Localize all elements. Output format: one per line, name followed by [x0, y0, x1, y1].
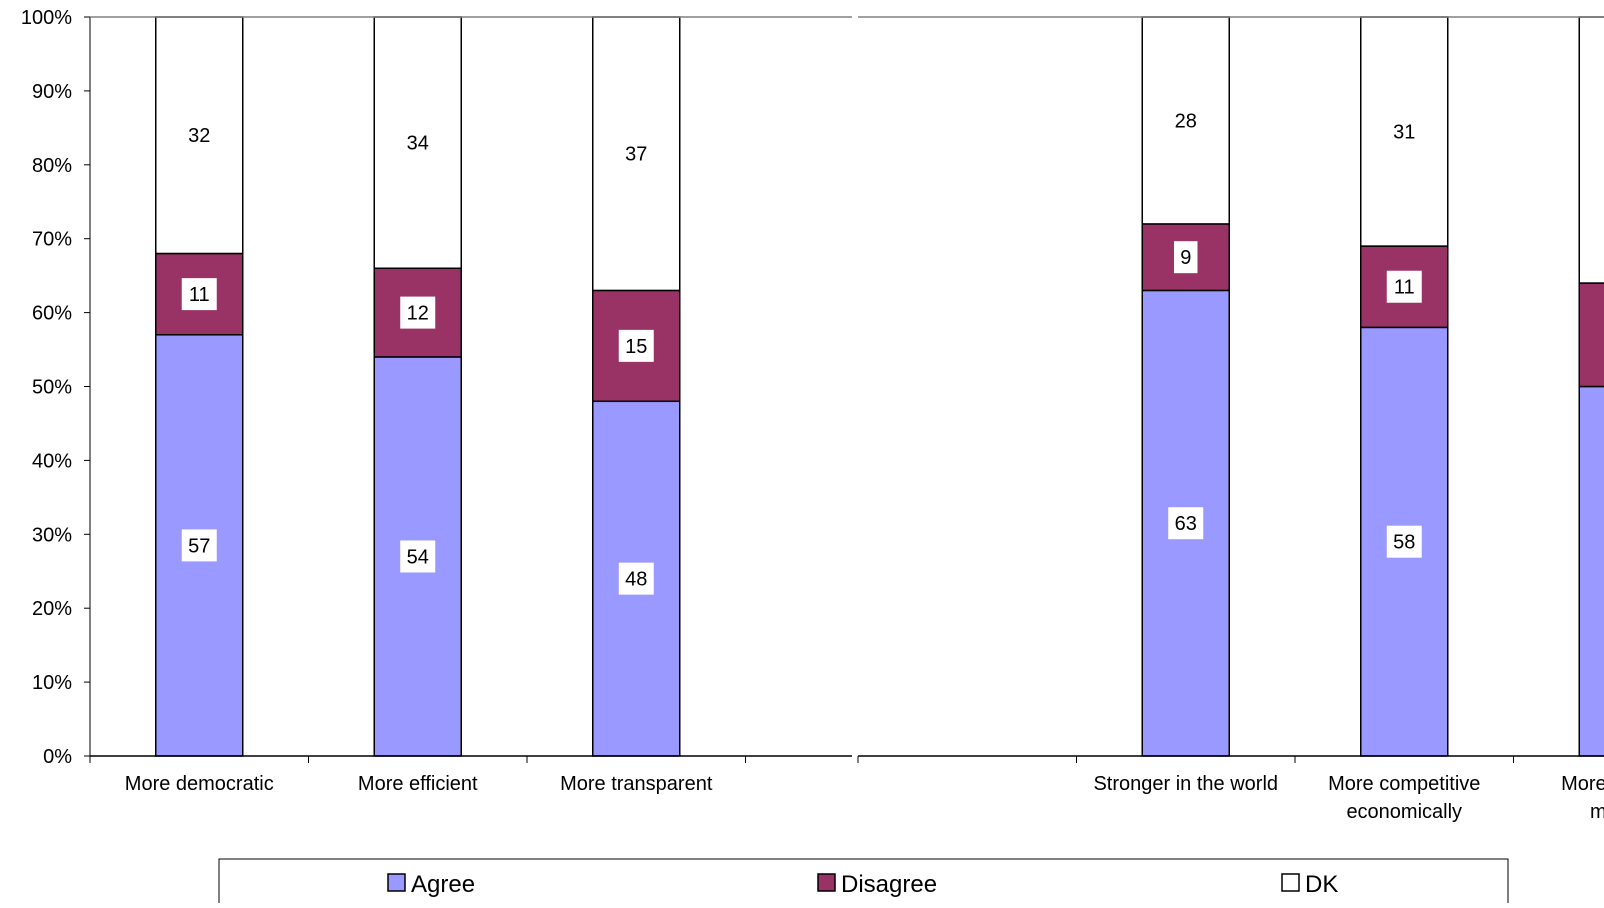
- y-tick-label: 0%: [43, 746, 72, 768]
- data-label: 11: [1394, 277, 1415, 299]
- data-label-box: [1386, 115, 1422, 148]
- data-label: 31: [1393, 122, 1415, 144]
- y-tick-label: 60%: [32, 303, 72, 325]
- legend-label-dk: DK: [1305, 871, 1338, 898]
- y-tick-label: 100%: [21, 7, 72, 29]
- bar-segment-disagree: [1578, 282, 1604, 388]
- data-label: 37: [625, 144, 647, 166]
- legend-swatch-dk: [1281, 873, 1300, 892]
- data-label: 9: [1180, 247, 1191, 269]
- y-tick-label: 90%: [32, 81, 72, 103]
- data-label: 11: [189, 284, 210, 306]
- y-tick-label: 80%: [32, 155, 72, 177]
- data-labels: 57113254123448153763928581131501436: [181, 104, 1422, 595]
- data-label-box: [1386, 525, 1422, 558]
- data-label-box: [181, 278, 217, 311]
- bar-segment-dk: [1578, 16, 1604, 284]
- legend-swatch-agree: [387, 873, 406, 892]
- data-label-box: [618, 137, 654, 170]
- category-label: More transparent: [560, 773, 713, 795]
- category-label-line: More competitive: [1328, 773, 1480, 795]
- data-label-box: [1174, 241, 1198, 274]
- data-label-box: [618, 562, 654, 595]
- data-label-box: [618, 329, 654, 362]
- bar-segment-dk: [1360, 16, 1449, 247]
- category-label-line: More democratic: [125, 773, 274, 795]
- y-tick-label: 40%: [32, 450, 72, 472]
- category-label: More democratic: [125, 773, 274, 795]
- y-tick-label: 10%: [32, 672, 72, 694]
- y-tick-label: 70%: [32, 229, 72, 251]
- legend-swatch-disagree: [817, 873, 836, 892]
- data-label: 63: [1175, 513, 1197, 535]
- data-label: 54: [407, 546, 429, 568]
- legend-label-agree: Agree: [411, 871, 475, 898]
- data-label-box: [1386, 270, 1422, 303]
- y-tick-label: 50%: [32, 377, 72, 399]
- data-label: 28: [1175, 110, 1197, 132]
- x-axis: More democratic More efficient More transp…: [89, 16, 1604, 823]
- category-label-line: economically: [1346, 801, 1462, 823]
- data-label: 34: [407, 133, 429, 155]
- y-tick-label: 20%: [32, 598, 72, 620]
- data-label-box: [400, 126, 436, 159]
- data-label-box: [400, 296, 436, 329]
- y-axis: 0% 10% 20% 30% 40% 50% 60% 70% 80% 90% 100%: [21, 7, 91, 768]
- category-label: More competitive economically: [1328, 773, 1480, 823]
- category-label-line: Stronger in the world: [1093, 773, 1278, 795]
- category-label-line: More transparent: [560, 773, 713, 795]
- data-label-box: [1168, 104, 1204, 137]
- data-label-box: [181, 529, 217, 562]
- data-label: 57: [188, 535, 210, 557]
- y-tick-label: 30%: [32, 524, 72, 546]
- category-label-line: More socially-: [1561, 773, 1604, 795]
- category-label: Stronger in the world: [1093, 773, 1278, 795]
- legend: Agree Disagree DK: [218, 858, 1509, 908]
- data-label: 48: [625, 569, 647, 591]
- data-label: 15: [625, 336, 647, 358]
- bar-segment-agree: [1578, 385, 1604, 757]
- data-label-box: [1168, 507, 1204, 540]
- category-label-line: More efficient: [358, 773, 478, 795]
- category-label-line: minded: [1590, 801, 1604, 823]
- data-label-box: [181, 119, 217, 152]
- data-label: 58: [1393, 532, 1415, 554]
- data-label-box: [400, 540, 436, 573]
- data-label: 12: [407, 303, 429, 325]
- category-label: More efficient: [358, 773, 478, 795]
- data-label: 32: [188, 125, 210, 147]
- category-label: More socially-minded: [1561, 773, 1604, 823]
- legend-label-disagree: Disagree: [841, 871, 937, 898]
